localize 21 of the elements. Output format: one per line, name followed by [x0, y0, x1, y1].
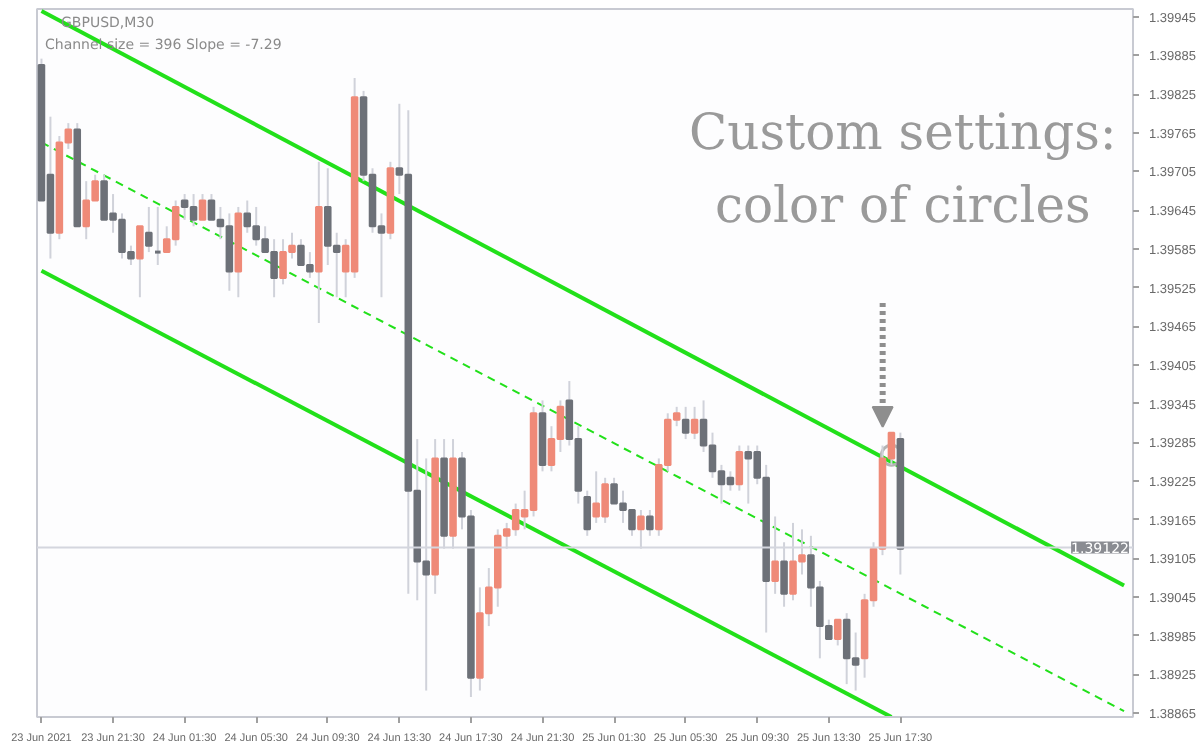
candlestick: [225, 212, 234, 292]
candlestick: [189, 193, 198, 228]
candlestick: [726, 470, 735, 492]
candlestick: [207, 193, 216, 221]
candlestick: [735, 444, 744, 492]
candlestick: [842, 612, 851, 686]
candlestick: [681, 405, 690, 441]
candlestick: [136, 225, 144, 299]
candlestick: [243, 199, 252, 234]
candlestick: [646, 509, 654, 537]
annotation: Custom settings: color of circles: [688, 103, 1117, 234]
candlestick: [833, 618, 842, 647]
candlestick: [744, 444, 753, 505]
candlestick: [583, 489, 592, 537]
candlestick: [324, 167, 332, 266]
candlestick: [180, 193, 189, 221]
candlestick: [171, 199, 180, 247]
candlestick: [690, 405, 699, 441]
candlestick: [145, 205, 153, 254]
candlestick: [198, 193, 207, 221]
candlestick: [511, 502, 520, 537]
